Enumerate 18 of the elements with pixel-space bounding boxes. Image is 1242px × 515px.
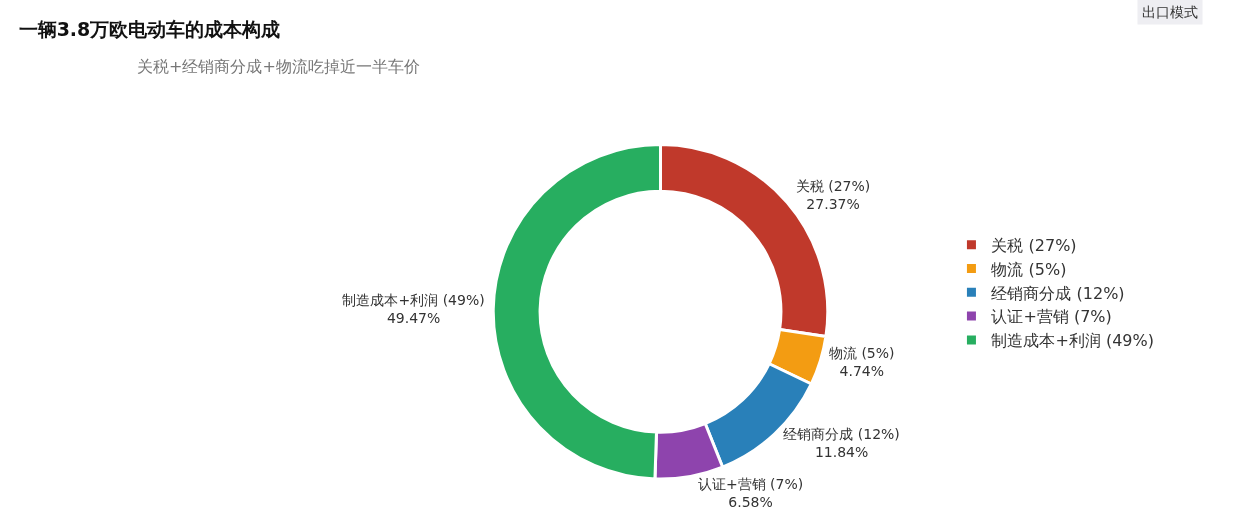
data-label: 4.74%: [839, 363, 884, 380]
text: 一辆3.8万欧电动车的成本构成: [18, 18, 281, 41]
data-label: 49.47%: [386, 310, 441, 327]
data-label: 11.84%: [814, 444, 869, 461]
legend-label: 关税 (27%): [991, 235, 1077, 255]
data-label: 27.37%: [806, 196, 860, 213]
data-label: 6.58%: [728, 494, 773, 511]
slice-label: 关税 (27%): [795, 178, 871, 195]
text: 出口模式: [1142, 4, 1198, 20]
legend-label: 制造成本+利润 (49%): [991, 331, 1154, 351]
slice-label: 认证+营销 (7%): [697, 475, 804, 492]
slice-label: 制造成本+利润 (49%): [342, 291, 485, 308]
slice-label: 经销商分成 (12%): [783, 425, 900, 442]
slice-label: 物流 (5%): [828, 345, 895, 362]
chart-subtitle: 关税+经销商分成+物流吃掉近一半车价: [137, 57, 420, 76]
legend-label: 认证+营销 (7%): [991, 307, 1112, 327]
legend-label: 经销商分成 (12%): [991, 283, 1125, 303]
legend-label: 物流 (5%): [991, 259, 1067, 279]
